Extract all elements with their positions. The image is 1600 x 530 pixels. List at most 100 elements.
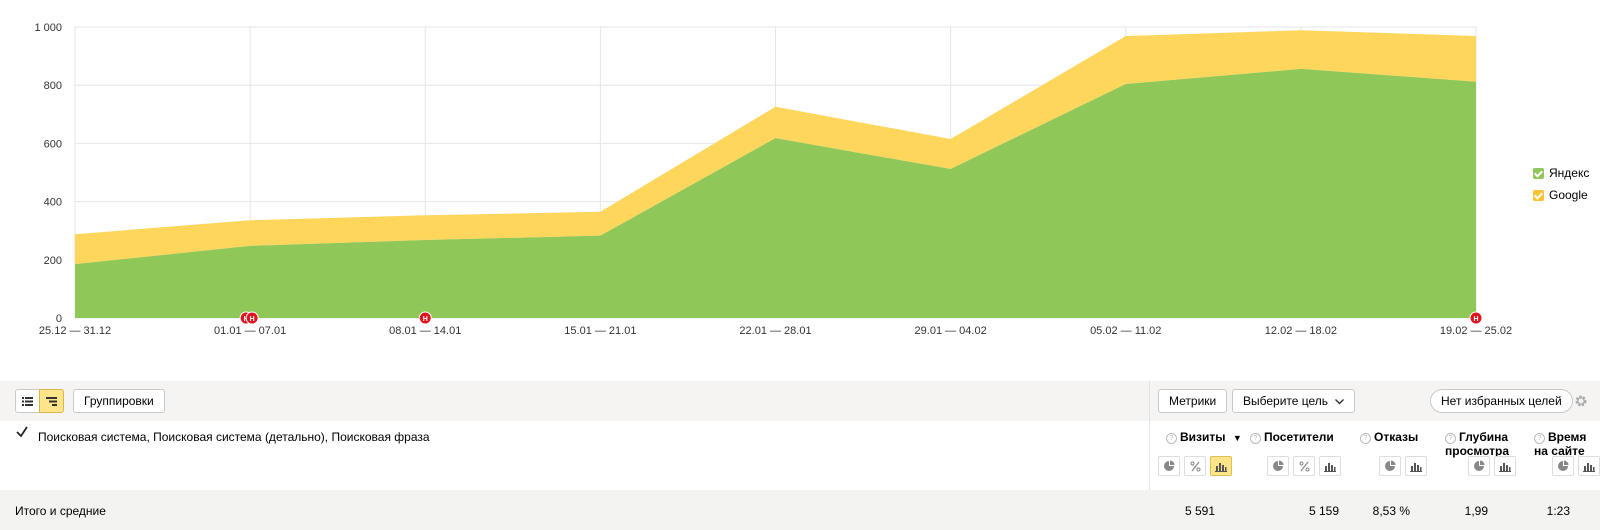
chevron-down-icon <box>1335 399 1345 405</box>
total-page-depth: 1,99 <box>1464 504 1488 518</box>
tree-view-button[interactable] <box>39 389 64 413</box>
help-icon[interactable]: ? <box>1445 433 1456 444</box>
annotation-marker[interactable]: Н <box>418 311 432 325</box>
bar-chart-icon <box>1583 462 1595 472</box>
legend-checkbox-icon[interactable] <box>1533 167 1544 179</box>
column-label: Глубина <box>1459 430 1509 444</box>
column-label: Время <box>1548 430 1587 444</box>
goal-select[interactable]: Выберите цель <box>1232 389 1356 413</box>
x-tick-label: 25.12 — 31.12 <box>39 325 111 337</box>
column-page-depth[interactable]: ? Глубина просмотра <box>1445 430 1509 458</box>
gear-icon[interactable] <box>1574 394 1588 408</box>
goal-select-label: Выберите цель <box>1243 394 1329 408</box>
x-tick-label: 05.02 — 11.02 <box>1090 325 1161 337</box>
checkmark-icon[interactable] <box>16 426 28 438</box>
y-tick-label: 800 <box>44 80 62 92</box>
column-divider <box>1149 381 1150 530</box>
traffic-chart: 0 200 400 600 800 1 000 25.12 — 31.12 01.01 — 0… <box>0 0 1600 372</box>
bar-chart-icon <box>1499 462 1511 472</box>
x-tick-label: 08.01 — 14.01 <box>389 325 461 337</box>
groupings-button[interactable]: Группировки <box>73 389 165 413</box>
annotation-marker-circle[interactable] <box>1469 311 1483 325</box>
metrics-button[interactable]: Метрики <box>1158 389 1228 413</box>
annotation-marker-circle[interactable] <box>418 311 432 325</box>
pie-chart-icon <box>1273 460 1284 471</box>
bar-chart-toggle-button[interactable] <box>1578 456 1600 476</box>
sort-desc-icon: ▼ <box>1232 433 1242 443</box>
dimensions-label: Поисковая система, Поисковая система (де… <box>38 430 430 444</box>
column-time-on-site[interactable]: ? Время на сайте <box>1534 430 1586 458</box>
pie-chart-toggle-button[interactable] <box>1267 456 1289 476</box>
column-label-line2: на сайте <box>1534 444 1585 458</box>
column-visits[interactable]: ? Визиты ▼ <box>1166 430 1242 445</box>
bar-chart-toggle-button[interactable] <box>1319 456 1341 476</box>
report-toolbar: Группировки Метрики Выберите цель Нет из… <box>0 381 1600 421</box>
bar-chart-toggle-button[interactable] <box>1405 456 1427 476</box>
totals-label: Итого и средние <box>15 504 106 518</box>
list-view-button[interactable] <box>15 389 40 413</box>
bar-chart-icon <box>1324 462 1336 472</box>
total-visitors: 5 159 <box>1308 504 1339 518</box>
legend-label: Яндекс <box>1549 166 1590 180</box>
area-series-google <box>75 30 1476 265</box>
help-icon[interactable]: ? <box>1250 433 1261 444</box>
stacked-area-chart: 0 200 400 600 800 1 000 25.12 — 31.12 01.01 — 0… <box>34 22 1512 337</box>
x-tick-label: 12.02 — 18.02 <box>1265 325 1337 337</box>
pie-chart-icon <box>1164 460 1175 471</box>
pie-chart-toggle-button[interactable] <box>1552 456 1574 476</box>
pie-chart-toggle-button[interactable] <box>1158 456 1180 476</box>
favorite-goals-button[interactable]: Нет избранных целей <box>1430 389 1573 413</box>
y-tick-label: 400 <box>44 197 62 209</box>
pie-chart-toggle-button[interactable] <box>1468 456 1490 476</box>
x-tick-label: 22.01 — 28.01 <box>739 325 811 337</box>
annotation-marker-label: Н <box>1473 316 1478 323</box>
x-tick-label: 19.02 — 25.02 <box>1440 325 1512 337</box>
y-tick-label: 0 <box>56 313 62 325</box>
annotation-marker[interactable]: Н <box>1469 311 1483 325</box>
x-tick-label: 01.01 — 07.01 <box>214 325 286 337</box>
y-tick-label: 1 000 <box>34 22 62 34</box>
totals-row: Итого и средние 5 591 5 159 8,53 % 1,99 … <box>0 490 1600 530</box>
pie-chart-toggle-button[interactable] <box>1379 456 1401 476</box>
total-visits: 5 591 <box>1184 504 1215 518</box>
y-tick-label: 600 <box>44 138 62 150</box>
annotation-marker[interactable]: Н <box>245 311 259 325</box>
column-visitors[interactable]: ? Посетители <box>1250 430 1334 444</box>
percent-toggle-button[interactable] <box>1184 456 1206 476</box>
annotation-marker-circle[interactable] <box>245 311 259 325</box>
total-bounce-rate: 8,53 % <box>1372 504 1410 518</box>
list-icon <box>22 396 33 406</box>
help-icon[interactable]: ? <box>1534 433 1545 444</box>
column-label-line2: просмотра <box>1445 444 1510 458</box>
table-header: Поисковая система, Поисковая система (де… <box>0 421 1600 490</box>
area-series-yandex <box>75 68 1476 319</box>
column-bounces[interactable]: ? Отказы <box>1360 430 1418 444</box>
column-label: Отказы <box>1374 430 1419 444</box>
legend-item-google[interactable]: Google <box>1533 184 1589 206</box>
bar-chart-toggle-button[interactable] <box>1210 456 1232 476</box>
legend-checkbox-icon[interactable] <box>1533 189 1544 201</box>
legend-label: Google <box>1549 188 1588 202</box>
column-label: Посетители <box>1264 430 1334 444</box>
y-tick-label: 200 <box>44 255 62 267</box>
annotation-marker-label: Н <box>423 316 428 323</box>
bar-chart-icon <box>1410 462 1422 472</box>
pie-chart-icon <box>1558 460 1569 471</box>
bar-chart-icon <box>1215 462 1227 472</box>
help-icon[interactable]: ? <box>1360 433 1371 444</box>
pie-chart-icon <box>1385 460 1396 471</box>
column-label: Визиты <box>1180 430 1226 444</box>
total-time-on-site: 1:23 <box>1546 504 1570 518</box>
percent-icon <box>1190 461 1200 471</box>
tree-icon <box>46 396 57 406</box>
bar-chart-toggle-button[interactable] <box>1494 456 1516 476</box>
x-tick-label: 15.01 — 21.01 <box>564 325 636 337</box>
percent-toggle-button[interactable] <box>1293 456 1315 476</box>
pie-chart-icon <box>1474 460 1485 471</box>
chart-legend: Яндекс Google <box>1533 162 1589 206</box>
annotation-marker-label: Н <box>250 316 255 323</box>
x-tick-label: 29.01 — 04.02 <box>915 325 987 337</box>
help-icon[interactable]: ? <box>1166 433 1177 444</box>
legend-item-yandex[interactable]: Яндекс <box>1533 162 1589 184</box>
percent-icon <box>1299 461 1309 471</box>
